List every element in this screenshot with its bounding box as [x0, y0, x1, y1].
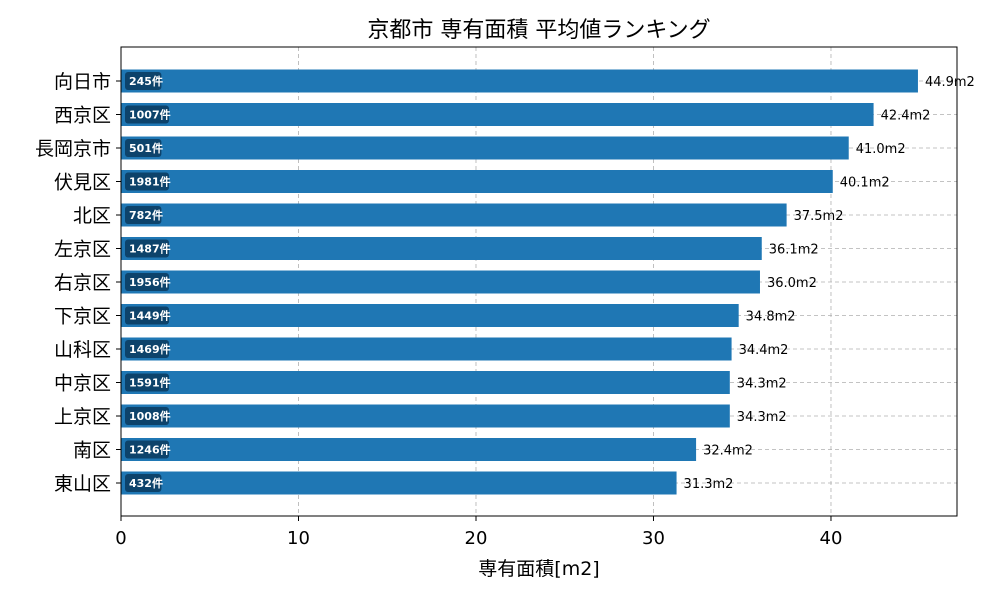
count-label: 245件 [129, 74, 163, 88]
y-tick-label: 南区 [73, 440, 111, 462]
x-tick-label: 0 [115, 528, 126, 549]
count-badge [125, 139, 162, 157]
count-badge [125, 206, 162, 224]
count-label: 782件 [129, 208, 163, 222]
y-tick-label: 向日市 [54, 71, 111, 93]
y-tick-label: 長岡京市 [35, 138, 111, 160]
value-label: 34.4m2 [739, 343, 789, 358]
count-label: 1008件 [129, 409, 171, 423]
value-label: 34.3m2 [737, 410, 787, 425]
count-badges: 245件 1007件 501件 1981件 782件 1487件 1956件 1449件 146… [125, 72, 171, 492]
y-tick-label: 下京区 [54, 306, 111, 328]
count-badge [125, 340, 169, 358]
y-tick-label: 北区 [73, 205, 111, 227]
bar [121, 103, 874, 126]
y-tick-label: 西京区 [54, 105, 111, 127]
y-tick-label: 右京区 [54, 272, 111, 294]
bar [121, 404, 730, 428]
count-badge [125, 474, 162, 492]
count-label: 432件 [129, 476, 163, 490]
x-axis-label: 専有面積[m2] [478, 558, 599, 580]
count-badge [125, 306, 169, 325]
value-label: 34.3m2 [737, 377, 787, 392]
y-tick-label: 山科区 [54, 339, 111, 361]
chart-title: 京都市 専有面積 平均値ランキング [367, 18, 710, 43]
value-labels: 44.9m2 42.4m2 41.0m2 40.1m2 37.5m2 36.1m2 36.0… [684, 75, 975, 492]
bar [121, 371, 730, 394]
value-label: 32.4m2 [703, 444, 753, 459]
x-tick-label: 40 [820, 528, 843, 549]
count-label: 1449件 [129, 309, 171, 323]
bar [121, 438, 697, 461]
value-label: 40.1m2 [840, 176, 890, 191]
count-badge [125, 72, 162, 90]
count-badge [125, 105, 169, 124]
value-label: 36.1m2 [769, 243, 819, 258]
bar [121, 471, 677, 495]
count-badge [125, 373, 169, 392]
bar [121, 237, 762, 260]
bar [121, 270, 760, 294]
y-tick-label: 中京区 [54, 373, 111, 395]
count-label: 1487件 [129, 242, 171, 256]
y-tick-label: 上京区 [54, 406, 111, 428]
count-label: 1246件 [129, 443, 171, 457]
value-label: 31.3m2 [684, 477, 734, 492]
bar [121, 170, 833, 193]
x-tick-label: 30 [642, 528, 665, 549]
count-badge [125, 273, 169, 291]
count-badge [125, 407, 169, 425]
bar [121, 337, 732, 361]
value-label: 34.8m2 [746, 310, 796, 325]
y-tick-label: 伏見区 [54, 172, 111, 194]
count-badge [125, 172, 169, 191]
bar [121, 69, 918, 93]
count-label: 1591件 [129, 376, 171, 390]
value-label: 44.9m2 [925, 75, 975, 90]
count-badge [125, 440, 169, 459]
value-label: 42.4m2 [881, 109, 931, 124]
count-label: 1981件 [129, 175, 171, 189]
count-label: 1956件 [129, 275, 171, 289]
count-badge [125, 239, 169, 258]
bar [121, 304, 739, 327]
x-tick-label: 10 [287, 528, 310, 549]
bar [121, 203, 787, 227]
count-label: 501件 [129, 141, 163, 155]
y-tick-label: 左京区 [54, 239, 111, 261]
bar [121, 136, 849, 160]
count-label: 1007件 [129, 108, 171, 122]
x-axis: 0 10 20 30 40 [115, 516, 842, 549]
value-label: 41.0m2 [856, 142, 906, 157]
count-label: 1469件 [129, 342, 171, 356]
y-tick-label: 東山区 [54, 473, 111, 495]
bars [121, 69, 918, 495]
value-label: 37.5m2 [794, 209, 844, 224]
x-tick-label: 20 [465, 528, 488, 549]
value-label: 36.0m2 [767, 276, 817, 291]
